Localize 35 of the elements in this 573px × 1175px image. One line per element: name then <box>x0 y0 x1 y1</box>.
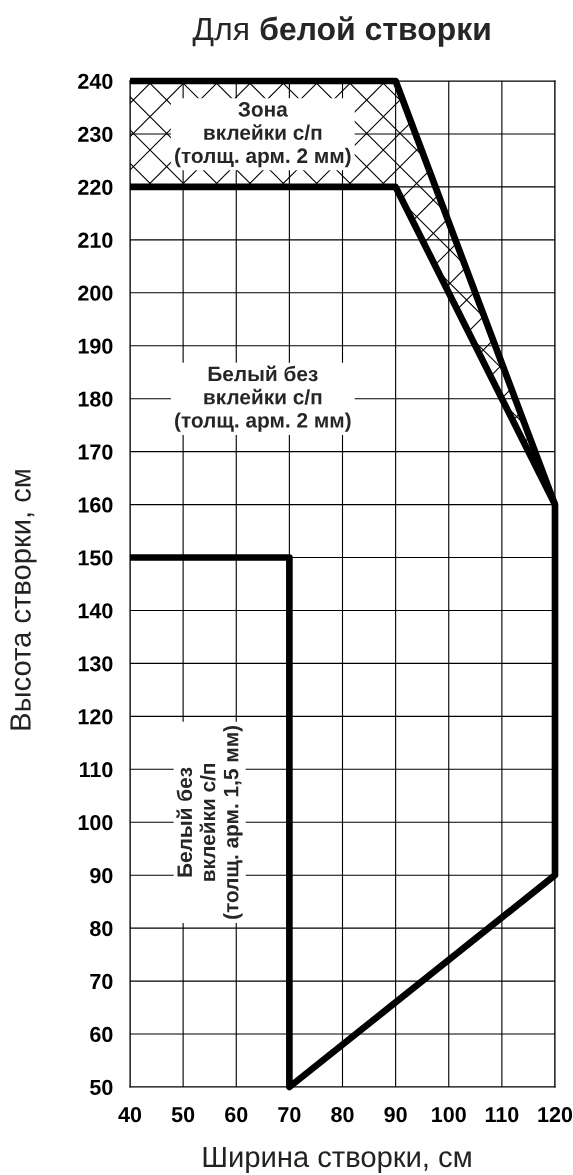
y-tick-label: 150 <box>78 550 113 566</box>
y-tick-label: 200 <box>78 285 113 301</box>
y-tick-label: 100 <box>78 815 113 831</box>
y-tick-label: 70 <box>90 973 113 990</box>
y-tick-label: 60 <box>90 1026 113 1043</box>
annotation: Зона вклейки с/п (толщ. арм. 2 мм) <box>175 101 351 168</box>
y-tick-label: 190 <box>78 338 113 354</box>
annotation: Белый без вклейки с/п (толщ. арм. 1,5 мм) <box>176 725 243 919</box>
y-tick-label: 170 <box>78 444 113 460</box>
annotation: Белый без вклейки с/п (толщ. арм. 2 мм) <box>175 365 351 432</box>
x-tick-label: 40 <box>118 1107 142 1123</box>
y-tick-label: 80 <box>90 920 113 937</box>
y-tick-label: 140 <box>78 603 113 619</box>
x-tick-label: 80 <box>331 1107 354 1123</box>
y-tick-label: 210 <box>78 232 113 248</box>
y-tick-label: 90 <box>90 867 113 884</box>
y-tick-label: 220 <box>78 179 113 195</box>
x-tick-label: 50 <box>171 1107 195 1123</box>
y-tick-label: 50 <box>90 1079 113 1096</box>
x-tick-label: 90 <box>384 1107 407 1123</box>
x-tick-label: 60 <box>225 1107 248 1123</box>
y-tick-label: 240 <box>78 73 113 90</box>
y-tick-label: 130 <box>78 656 113 672</box>
y-tick-label: 120 <box>78 709 113 725</box>
x-axis-title: Ширина створки, см <box>203 1146 471 1173</box>
y-tick-label: 180 <box>78 391 113 407</box>
y-tick-label: 230 <box>78 126 113 142</box>
x-tick-label: 70 <box>278 1107 301 1123</box>
x-tick-label: 110 <box>485 1107 519 1123</box>
y-axis-title: Высота створки, см <box>10 470 37 730</box>
y-tick-label: 110 <box>79 762 113 778</box>
chart-title: Для белой створки <box>192 16 490 47</box>
y-tick-label: 160 <box>78 497 113 513</box>
x-tick-label: 100 <box>432 1107 466 1123</box>
x-tick-label: 120 <box>538 1107 573 1123</box>
